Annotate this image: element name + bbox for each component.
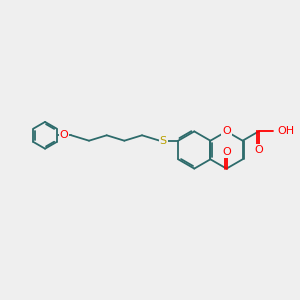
Text: S: S xyxy=(160,136,167,146)
Text: O: O xyxy=(222,126,231,136)
Text: O: O xyxy=(59,130,68,140)
Text: OH: OH xyxy=(277,126,294,136)
Text: O: O xyxy=(222,147,231,157)
Text: O: O xyxy=(254,145,263,155)
